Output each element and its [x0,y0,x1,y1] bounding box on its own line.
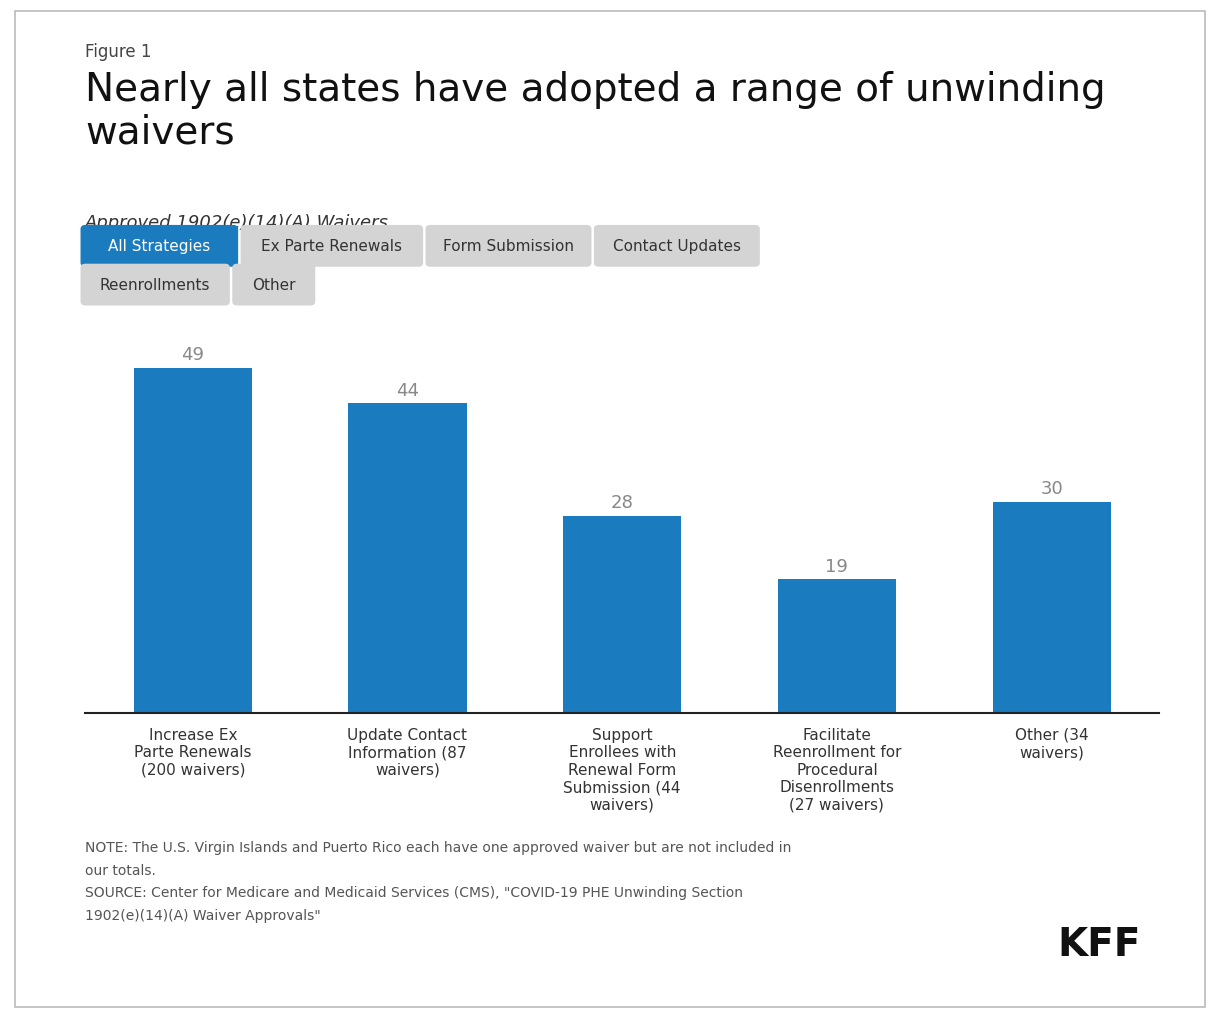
Bar [564,517,681,713]
Text: SOURCE: Center for Medicare and Medicaid Services (CMS), "COVID-19 PHE Unwinding: SOURCE: Center for Medicare and Medicaid… [85,886,743,900]
Text: 49: 49 [182,346,204,364]
Text: Contact Updates: Contact Updates [612,239,741,254]
Text: Other: Other [253,278,295,292]
Text: Figure 1: Figure 1 [85,43,152,61]
Bar [993,502,1110,713]
Text: Reenrollments: Reenrollments [100,278,210,292]
Text: 19: 19 [826,557,848,576]
Bar [349,404,466,713]
Text: our totals.: our totals. [85,863,156,877]
Text: Ex Parte Renewals: Ex Parte Renewals [261,239,403,254]
Text: Approved 1902(e)(14)(A) Waivers: Approved 1902(e)(14)(A) Waivers [85,214,389,232]
Text: Form Submission: Form Submission [443,239,573,254]
Text: 30: 30 [1041,480,1063,498]
Bar [134,368,251,713]
Text: KFF: KFF [1058,925,1141,963]
Text: NOTE: The U.S. Virgin Islands and Puerto Rico each have one approved waiver but : NOTE: The U.S. Virgin Islands and Puerto… [85,841,792,855]
Text: 28: 28 [611,494,633,512]
Bar [778,580,895,713]
Text: 44: 44 [396,381,418,399]
Text: 1902(e)(14)(A) Waiver Approvals": 1902(e)(14)(A) Waiver Approvals" [85,908,321,922]
Text: Nearly all states have adopted a range of unwinding
waivers: Nearly all states have adopted a range o… [85,71,1107,152]
Text: All Strategies: All Strategies [109,239,211,254]
